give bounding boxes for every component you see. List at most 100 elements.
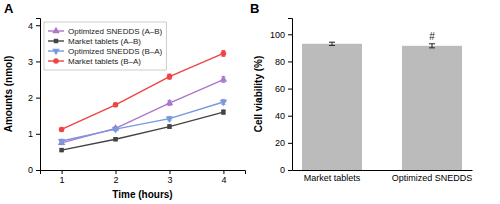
tick-mark xyxy=(288,61,292,62)
tick-label: 80 xyxy=(275,57,285,67)
tick-label: 1 xyxy=(28,129,33,139)
tick: 1 xyxy=(28,129,40,139)
series xyxy=(58,75,227,145)
marker xyxy=(221,110,225,114)
chart-svg: 123401234Optimized SNEDDS (A–B)Market ta… xyxy=(0,0,500,204)
y-axis: 0 1 2 3 4 xyxy=(28,19,41,176)
series xyxy=(58,99,227,145)
tick-mark xyxy=(36,25,40,26)
tick-label: 0 xyxy=(280,165,285,175)
error-bar xyxy=(221,51,225,57)
tick-mark xyxy=(116,170,117,174)
tick: 1 xyxy=(60,170,65,185)
tick: 4 xyxy=(28,21,40,31)
panel-b: Market tablets Optimized SNEDDS 0 20 40 60 80 1… xyxy=(253,19,473,184)
legend-item: Market tablets (A–B) xyxy=(48,37,141,46)
tick-mark xyxy=(288,34,292,35)
tick-label: 1 xyxy=(60,175,65,185)
y-axis-title: Amounts (nmol) xyxy=(3,56,14,133)
tick: 3 xyxy=(28,57,40,67)
tick: 2 xyxy=(28,93,40,103)
axis-line xyxy=(41,171,246,175)
legend-label: Market tablets (A–B) xyxy=(68,37,141,46)
tick-label: 3 xyxy=(167,175,172,185)
tick-mark xyxy=(288,116,292,117)
axis-line xyxy=(36,19,41,171)
marker xyxy=(166,99,173,105)
tick-mark xyxy=(288,170,292,171)
annotation: # xyxy=(429,31,435,42)
tick-mark xyxy=(288,89,292,90)
x-axis: 1 2 3 4 xyxy=(41,170,246,185)
tick: 40 xyxy=(275,111,292,121)
legend-marker xyxy=(52,27,59,33)
bar xyxy=(302,44,362,170)
tick: Optimized SNEDDS xyxy=(392,170,473,183)
marker xyxy=(59,127,65,133)
axis-line xyxy=(288,19,293,171)
legend-label: Optimized SNEDDS (B–A) xyxy=(68,47,163,56)
legend-frame xyxy=(44,22,166,70)
marker xyxy=(220,100,227,106)
marker xyxy=(112,127,119,133)
tick-mark xyxy=(223,170,224,174)
plot-area xyxy=(302,42,462,170)
tick-mark xyxy=(288,143,292,144)
error-bar xyxy=(114,138,118,141)
marker xyxy=(220,75,227,81)
marker xyxy=(113,102,119,108)
tick-mark xyxy=(36,98,40,99)
legend: Optimized SNEDDS (A–B)Market tablets (A–… xyxy=(44,22,166,70)
tick: 80 xyxy=(275,57,292,67)
tick: Market tablets xyxy=(304,170,361,183)
marker xyxy=(59,148,63,152)
tick-label: 4 xyxy=(28,21,33,31)
series xyxy=(59,110,225,152)
error-bar xyxy=(429,44,435,48)
marker xyxy=(58,139,65,145)
tick: 2 xyxy=(114,170,119,185)
axis-line xyxy=(293,170,473,171)
legend-label: Optimized SNEDDS (A–B) xyxy=(68,27,163,36)
tick-label: 20 xyxy=(275,138,285,148)
tick: 3 xyxy=(167,170,172,185)
marker xyxy=(167,124,171,128)
marker xyxy=(221,51,227,57)
legend-item: Optimized SNEDDS (A–B) xyxy=(48,27,163,36)
legend-item: Market tablets (B–A) xyxy=(48,57,141,66)
tick: 100 xyxy=(270,30,292,40)
error-bar xyxy=(60,128,64,132)
error-bar xyxy=(114,103,118,107)
marker xyxy=(113,137,117,141)
legend-marker xyxy=(52,49,59,55)
tick-label: 3 xyxy=(28,57,33,67)
tick-mark xyxy=(36,61,40,62)
tick-label: 2 xyxy=(28,93,33,103)
error-bar xyxy=(60,149,64,152)
y-axis: 0 20 40 60 80 100 xyxy=(270,19,293,176)
legend-item: Optimized SNEDDS (B–A) xyxy=(48,47,163,56)
marker xyxy=(58,139,65,145)
tick: 0 xyxy=(28,165,40,175)
tick-label: Market tablets xyxy=(304,173,361,183)
tick: 0 xyxy=(280,165,292,175)
panel-title: B xyxy=(250,1,259,16)
legend-marker xyxy=(53,58,59,64)
tick: 60 xyxy=(275,84,292,94)
panel-title: A xyxy=(4,1,14,16)
tick-label: 60 xyxy=(275,84,285,94)
tick-label: 4 xyxy=(221,175,226,185)
marker xyxy=(166,116,173,122)
panel-a: 123401234Optimized SNEDDS (A–B)Market ta… xyxy=(3,19,246,201)
tick-mark xyxy=(36,134,40,135)
tick: 4 xyxy=(221,170,226,185)
tick-mark xyxy=(62,170,63,174)
tick-label: 0 xyxy=(28,165,33,175)
y-axis-title: Cell viability (%) xyxy=(253,56,264,133)
legend-marker xyxy=(54,39,58,43)
error-bar xyxy=(167,125,171,129)
tick-mark xyxy=(169,170,170,174)
tick-label: 2 xyxy=(114,175,119,185)
tick-mark xyxy=(36,170,40,171)
marker xyxy=(167,74,173,80)
